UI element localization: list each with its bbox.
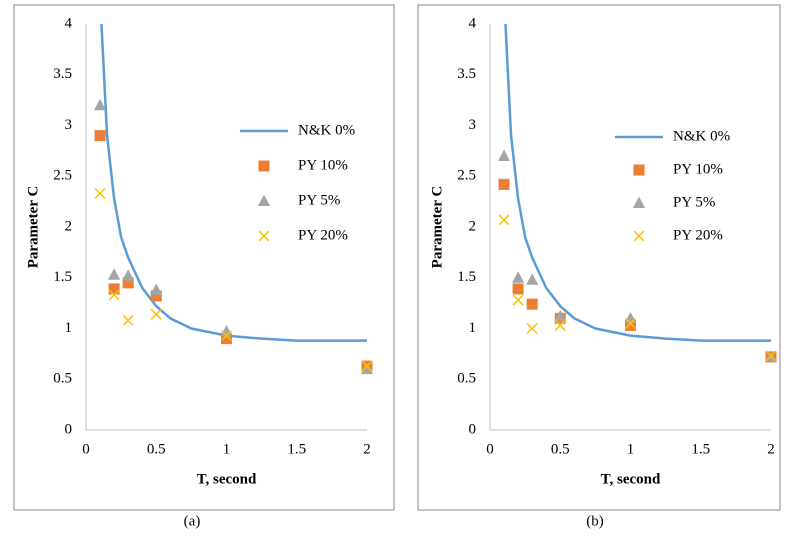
legend-label: PY 20% [673, 227, 723, 243]
x-tick-label: 0 [486, 441, 494, 457]
marker-cross [150, 308, 162, 320]
marker-triangle [624, 311, 637, 324]
marker-triangle [94, 98, 107, 111]
marker-triangle [526, 273, 539, 285]
marker-square [633, 164, 645, 176]
y-tick-label: 0.5 [53, 371, 72, 387]
marker-square [94, 130, 106, 142]
line-series [504, 23, 771, 342]
legend-label: PY 5% [298, 192, 340, 208]
x-tick-label: 0.5 [147, 441, 166, 457]
marker-triangle [633, 196, 645, 208]
x-tick-label: 0.5 [551, 441, 570, 457]
panel-caption: (b) [586, 513, 604, 529]
x-tick-label: 2 [363, 441, 371, 457]
marker-triangle [220, 325, 233, 337]
y-tick-label: 1.5 [457, 269, 476, 285]
y-tick-label: 3.5 [457, 66, 476, 82]
marker-square [258, 160, 270, 172]
y-axis-title: Parameter C [25, 186, 41, 269]
x-axis-title: T, second [601, 471, 661, 487]
marker-triangle [150, 283, 163, 295]
marker-square [221, 333, 232, 345]
legend-label: PY 5% [673, 194, 715, 210]
marker-square [625, 319, 636, 331]
marker-square [526, 298, 538, 310]
y-tick-label: 1 [469, 320, 477, 336]
legend-label: PY 10% [673, 161, 723, 177]
x-axis-title: T, second [197, 471, 257, 487]
legend-label: N&K 0% [673, 128, 730, 144]
marker-cross [220, 330, 233, 342]
marker-square [512, 283, 524, 295]
y-tick-label: 0.5 [457, 371, 476, 387]
marker-cross [624, 317, 637, 329]
marker-cross [765, 350, 777, 362]
marker-square [498, 178, 510, 190]
y-tick-label: 3 [469, 117, 477, 133]
marker-triangle [512, 271, 525, 283]
panel-frame [13, 4, 395, 511]
y-tick-label: 4 [65, 15, 73, 31]
line-series [100, 23, 367, 342]
marker-cross [512, 294, 524, 306]
marker-cross [94, 187, 106, 200]
marker-cross [633, 230, 645, 242]
marker-cross [122, 314, 134, 326]
x-tick-label: 1 [627, 441, 635, 457]
x-tick-label: 0 [82, 441, 90, 457]
panel-frame [417, 4, 781, 511]
x-tick-label: 1.5 [287, 441, 306, 457]
marker-cross [258, 230, 270, 242]
marker-triangle [554, 309, 567, 322]
legend-label: N&K 0% [298, 122, 355, 138]
marker-triangle [498, 149, 511, 161]
marker-triangle [122, 269, 135, 281]
y-tick-label: 2 [65, 218, 73, 234]
x-tick-label: 1 [223, 441, 231, 457]
marker-cross [361, 360, 373, 372]
y-tick-label: 3.5 [53, 66, 72, 82]
y-tick-label: 3 [65, 117, 73, 133]
marker-cross [526, 322, 538, 335]
y-axis-title: Parameter C [429, 186, 445, 269]
marker-triangle [361, 362, 373, 375]
marker-triangle [108, 268, 121, 280]
y-tick-label: 2.5 [457, 168, 476, 184]
marker-cross [498, 214, 510, 226]
marker-cross [108, 289, 120, 301]
marker-cross [554, 319, 566, 331]
legend-label: PY 10% [298, 157, 348, 173]
y-tick-label: 2 [469, 218, 477, 234]
y-tick-label: 2.5 [53, 168, 72, 184]
y-tick-label: 1.5 [53, 269, 72, 285]
marker-square [108, 283, 120, 295]
x-tick-label: 2 [767, 441, 775, 457]
marker-triangle [258, 194, 270, 206]
y-tick-label: 0 [65, 421, 73, 437]
y-tick-label: 1 [65, 320, 73, 336]
marker-square [122, 277, 134, 289]
x-tick-label: 1.5 [691, 441, 710, 457]
y-tick-label: 0 [469, 421, 477, 437]
y-tick-label: 4 [469, 15, 477, 31]
legend-label: PY 20% [298, 227, 348, 243]
marker-square [150, 290, 162, 302]
panel-caption: (a) [184, 513, 201, 529]
